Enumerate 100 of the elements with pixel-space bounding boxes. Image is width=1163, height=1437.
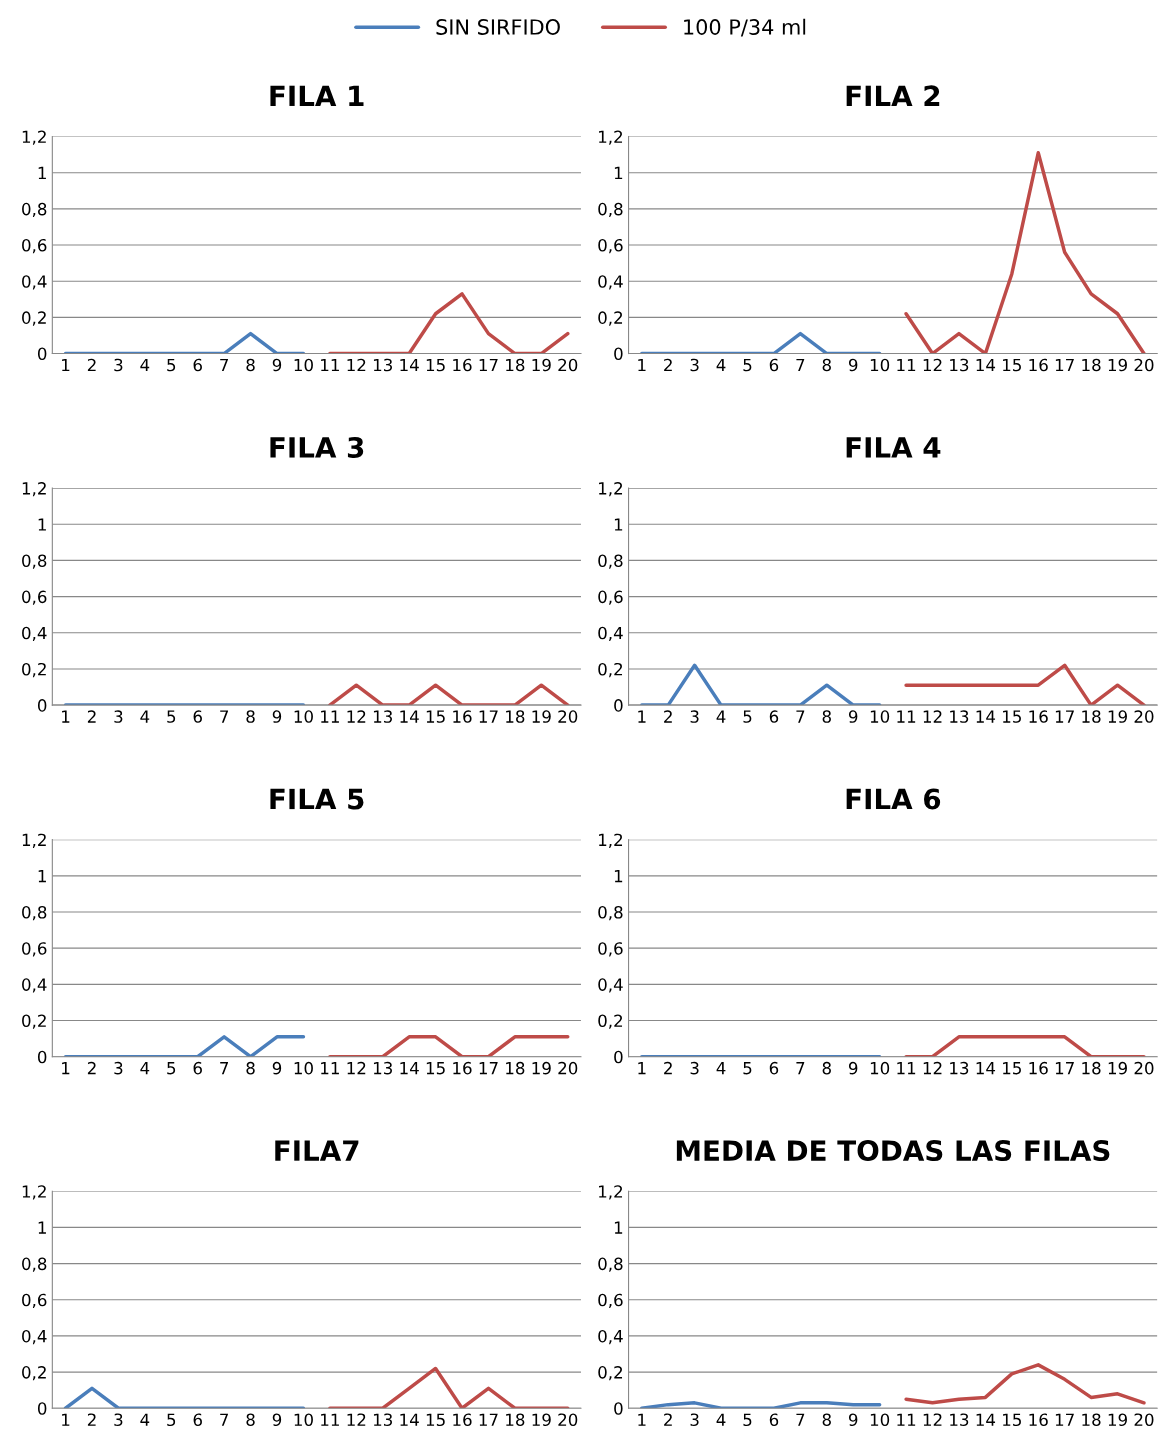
x-tick-label: 7: [796, 710, 805, 723]
y-tick-label: 0: [614, 347, 623, 361]
y-tick-label: 0,2: [598, 1366, 623, 1381]
x-tick-label: 13: [373, 1413, 392, 1427]
x-tick-label: 1: [638, 1062, 646, 1075]
x-tick-label: 12: [347, 358, 366, 372]
y-tick-label: 1,2: [599, 130, 623, 145]
x-tick-label: 13: [950, 1413, 969, 1427]
x-tick-label: 16: [453, 710, 472, 723]
x-tick-label: 19: [1108, 1413, 1127, 1427]
x-tick-label: 18: [506, 1061, 525, 1075]
y-tick-label: 0,8: [22, 1257, 47, 1272]
y-tick-label: 1: [614, 518, 623, 531]
x-tick-label: 3: [114, 710, 123, 723]
x-tick-label: 18: [1082, 1061, 1101, 1075]
x-tick-label: 4: [140, 710, 150, 723]
x-tick-label: 16: [453, 358, 472, 372]
x-tick-label: 20: [558, 710, 578, 723]
line-series: [328, 292, 570, 354]
x-tick-label: 5: [167, 710, 176, 723]
x-tick-label: 9: [272, 1061, 282, 1075]
x-tick-label: 3: [690, 710, 699, 723]
x-tick-label: 10: [294, 1413, 313, 1427]
x-tick-label: 18: [506, 358, 525, 372]
x-tick-label: 6: [193, 710, 202, 723]
x-tick-label: 6: [193, 358, 202, 372]
x-tick-label: 17: [1055, 1413, 1074, 1426]
x-tick-label: 3: [690, 1061, 699, 1075]
x-tick-label: 10: [870, 1061, 890, 1075]
y-tick-label: 0: [37, 347, 47, 361]
x-tick-label: 3: [114, 1413, 123, 1427]
x-tick-label: 8: [822, 358, 831, 372]
x-tick-label: 17: [479, 358, 498, 372]
y-tick-label: 0,2: [22, 1014, 46, 1029]
y-tick-label: 1: [614, 870, 623, 883]
x-tick-label: 13: [950, 1061, 969, 1075]
y-tick-label: 0,4: [22, 626, 47, 642]
x-tick-label: 5: [743, 1413, 752, 1427]
x-tick-label: 6: [769, 710, 779, 723]
x-tick-label: 20: [1134, 358, 1154, 372]
y-tick-label: 0,8: [598, 554, 623, 569]
x-tick-label: 2: [664, 710, 672, 723]
x-tick-label: 7: [796, 358, 805, 372]
x-tick-label: 12: [347, 1413, 366, 1426]
x-tick-label: 13: [373, 358, 392, 372]
x-tick-label: 5: [167, 1062, 176, 1075]
x-tick-label: 10: [870, 358, 890, 372]
x-tick-label: 14: [400, 1062, 419, 1075]
y-tick-label: 0,2: [22, 311, 46, 326]
x-tick-label: 8: [246, 1413, 255, 1427]
x-tick-label: 11: [321, 358, 339, 372]
x-tick-label: 15: [1003, 358, 1021, 372]
line-series: [904, 1363, 1146, 1405]
x-tick-label: 1: [638, 358, 646, 372]
x-tick-label: 17: [1055, 1062, 1074, 1075]
y-tick-label: 0,2: [598, 662, 623, 678]
y-tick-label: 0,2: [598, 1014, 623, 1029]
x-tick-label: 10: [294, 710, 313, 723]
y-tick-label: 0,6: [598, 1293, 623, 1309]
chart-title: FILA 3: [270, 436, 364, 458]
y-tick-label: 1,2: [22, 130, 46, 145]
x-tick-label: 11: [897, 1413, 916, 1426]
x-tick-label: 5: [167, 1413, 176, 1427]
y-tick-label: 0,8: [22, 202, 47, 218]
y-tick-label: 0,6: [598, 238, 623, 254]
x-tick-label: 17: [479, 710, 498, 723]
y-tick-label: 0,2: [22, 1366, 46, 1381]
x-tick-label: 1: [62, 1413, 70, 1426]
x-tick-label: 18: [1082, 358, 1101, 372]
x-tick-label: 6: [769, 358, 779, 372]
y-tick-label: 0: [37, 1050, 47, 1064]
x-tick-label: 18: [1082, 710, 1101, 723]
x-tick-label: 10: [294, 1061, 313, 1075]
x-tick-label: 16: [453, 1061, 472, 1075]
y-tick-label: 0,8: [598, 1257, 623, 1272]
x-tick-label: 8: [822, 710, 831, 723]
x-tick-label: 20: [1134, 1413, 1154, 1427]
x-tick-label: 4: [140, 358, 150, 372]
x-tick-label: 15: [426, 1413, 445, 1427]
legend-label: SIN SIRFIDO: [436, 19, 560, 35]
x-tick-label: 12: [923, 358, 942, 372]
y-tick-label: 0,8: [598, 202, 623, 218]
y-tick-label: 0,6: [22, 1293, 47, 1309]
chart-title: MEDIA DE TODAS LAS FILAS: [676, 1140, 1110, 1162]
x-tick-label: 13: [950, 358, 969, 372]
x-tick-label: 3: [690, 358, 699, 372]
x-tick-label: 16: [1029, 358, 1048, 372]
y-tick-label: 0: [37, 1402, 47, 1415]
y-tick-label: 0,4: [22, 275, 47, 290]
x-tick-label: 19: [1108, 1061, 1127, 1075]
x-tick-label: 9: [272, 358, 282, 372]
x-tick-label: 14: [976, 1062, 996, 1075]
y-tick-label: 0,4: [22, 978, 47, 993]
x-tick-label: 8: [822, 1061, 831, 1075]
y-tick-label: 1,2: [599, 1185, 623, 1200]
x-tick-label: 16: [453, 1413, 472, 1427]
x-tick-label: 8: [246, 358, 255, 372]
x-tick-label: 12: [923, 1413, 942, 1426]
x-tick-label: 15: [1003, 1062, 1021, 1075]
x-tick-label: 2: [664, 1061, 672, 1075]
